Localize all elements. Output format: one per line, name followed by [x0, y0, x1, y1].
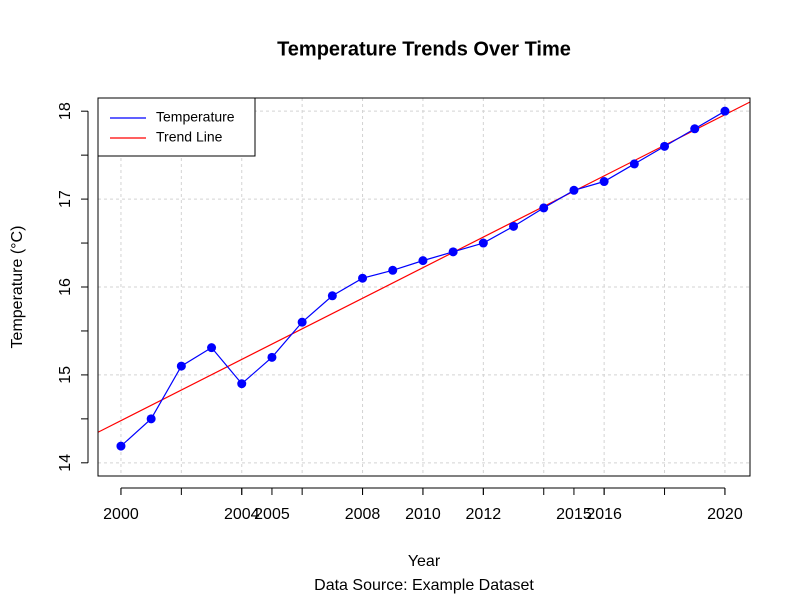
data-point	[660, 141, 670, 151]
x-tick-label: 2004	[224, 506, 260, 523]
plot-border	[97, 97, 751, 477]
data-point	[478, 238, 488, 248]
legend-label: Temperature	[156, 109, 235, 125]
x-tick-label: 2016	[586, 506, 622, 523]
data-point	[629, 159, 639, 169]
x-tick-label: 2015	[556, 506, 592, 523]
data-point	[448, 247, 458, 257]
x-tick-label: 2012	[466, 506, 502, 523]
y-tick-label: 18	[57, 102, 74, 120]
x-tick-label: 2020	[707, 506, 743, 523]
data-point	[539, 203, 549, 213]
y-axis-label: Temperature (°C)	[9, 226, 26, 349]
x-tick-label: 2008	[345, 506, 381, 523]
data-point	[358, 273, 368, 283]
data-point	[116, 441, 126, 451]
data-point	[327, 291, 337, 301]
x-tick-label: 2000	[103, 506, 139, 523]
legend-box	[97, 97, 256, 157]
data-point	[297, 317, 307, 327]
data-point	[237, 379, 247, 389]
y-tick-label: 15	[57, 366, 74, 384]
data-point	[599, 177, 609, 187]
legend-label: Trend Line	[156, 129, 223, 145]
chart-title: Temperature Trends Over Time	[277, 38, 571, 60]
data-point	[176, 361, 186, 371]
y-tick-label: 17	[57, 190, 74, 208]
x-tick-label: 2010	[405, 506, 441, 523]
x-axis-label: Year	[408, 553, 441, 570]
data-point	[388, 265, 398, 275]
data-point	[418, 256, 428, 266]
data-point	[146, 414, 156, 424]
data-point	[569, 185, 579, 195]
y-tick-label: 14	[57, 454, 74, 472]
data-point	[690, 124, 700, 134]
data-point	[720, 106, 730, 116]
data-point	[207, 343, 217, 353]
y-tick-label: 16	[57, 278, 74, 296]
subtitle: Data Source: Example Dataset	[314, 577, 534, 594]
x-tick-label: 2005	[254, 506, 290, 523]
data-point	[509, 221, 519, 231]
data-point	[267, 352, 277, 362]
